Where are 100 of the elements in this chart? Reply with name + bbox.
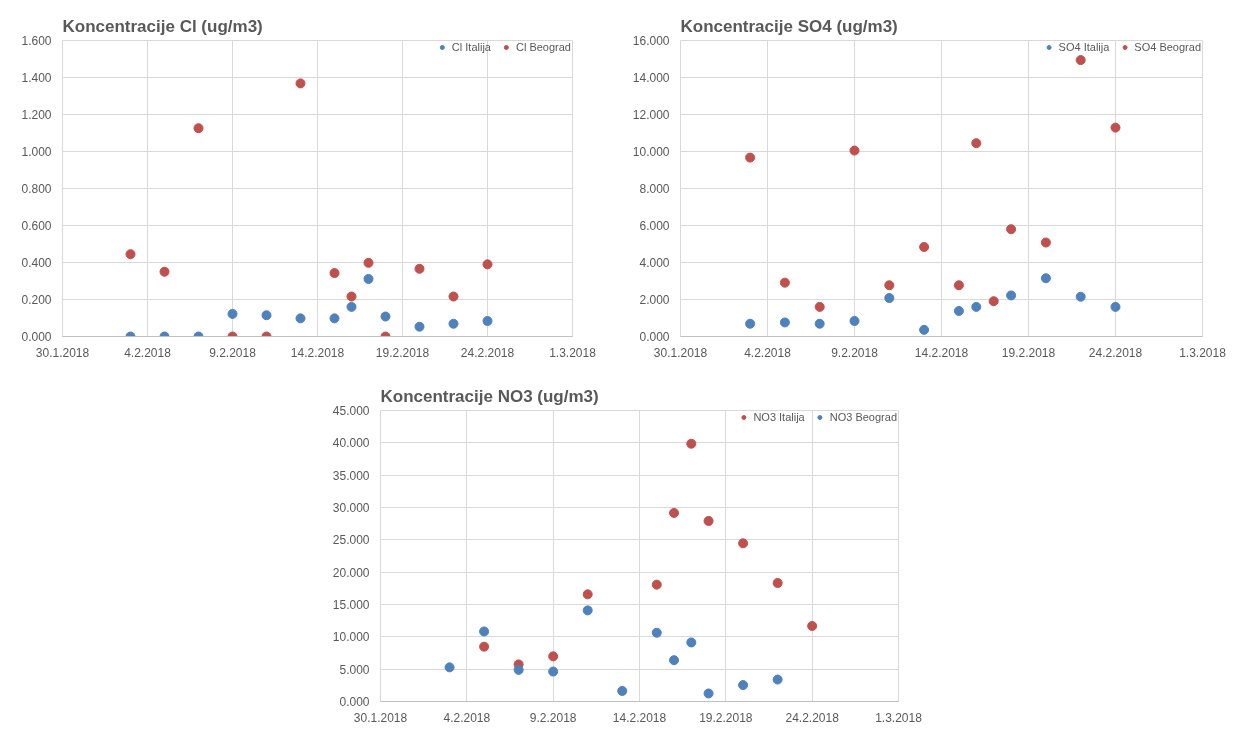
x-tick-label: 9.2.2018 [529,710,577,725]
point [779,317,790,328]
x-tick-label: 14.2.2018 [612,710,667,725]
legend-label: Cl Beograd [515,41,571,53]
y-tick-label: 40.000 [332,436,370,451]
point [380,311,391,322]
point [193,123,204,134]
point [448,291,459,302]
legend-label: NO3 Italija [753,411,805,423]
x-tick-label: 19.2.2018 [699,710,753,725]
point [482,259,493,270]
x-tick-label: 4.2.2018 [443,710,491,725]
point [125,249,136,260]
y-tick-label: 25.000 [332,533,370,548]
y-tick-label: 0.000 [639,330,670,344]
point [953,280,964,291]
legend-label: SO4 Beograd [1134,41,1201,53]
point [651,579,662,590]
y-tick-label: 0.600 [21,219,52,233]
point [814,301,825,312]
point [814,318,825,329]
y-tick-label: 30.000 [332,501,370,515]
y-tick-label: 12.000 [632,108,670,122]
y-tick-label: 5.000 [339,662,370,677]
x-tick-label: 30.1.2018 [353,710,408,725]
point [849,145,860,156]
y-tick-label: 0.000 [21,330,52,344]
point [1006,224,1017,235]
point [548,666,559,677]
point [159,266,170,277]
x-tick-label: 19.2.2018 [1001,345,1056,360]
y-tick-label: 1.200 [21,108,52,122]
x-tick-label: 1.3.2018 [1179,345,1227,360]
point [448,318,459,329]
point [444,662,455,673]
point [295,78,306,89]
point [738,680,749,691]
point [971,301,982,312]
chart-title: Koncentracije SO4 (ug/m3) [680,16,898,36]
y-tick-label: 0.800 [21,182,52,196]
point [295,313,306,324]
point [513,664,524,675]
point [988,296,999,307]
x-tick-label: 14.2.2018 [290,345,345,360]
point [1006,290,1017,301]
y-tick-label: 1.400 [21,71,52,85]
point [363,257,374,268]
point [884,280,895,291]
point [703,688,714,699]
y-tick-label: 8.000 [639,182,670,196]
y-tick-label: 10.000 [632,145,670,159]
point [227,308,238,319]
x-tick-label: 30.1.2018 [35,345,90,360]
x-tick-label: 14.2.2018 [914,345,969,360]
y-tick-label: 35.000 [332,468,370,483]
y-tick-label: 4.000 [639,256,670,270]
x-tick-label: 30.1.2018 [653,345,708,360]
point [651,627,662,638]
point [482,315,493,326]
y-tick-label: 2.000 [639,293,670,307]
point [414,263,425,274]
x-tick-label: 1.3.2018 [549,345,597,360]
point [414,321,425,332]
chart-title: Koncentracije NO3 (ug/m3) [380,386,599,406]
y-tick-label: 0.200 [21,293,52,307]
x-tick-label: 9.2.2018 [831,345,879,360]
point [346,301,357,312]
point [919,324,930,335]
x-tick-label: 4.2.2018 [124,345,172,360]
point [669,507,680,518]
point [548,651,559,662]
point [617,685,628,696]
x-tick-label: 24.2.2018 [785,710,840,725]
point [479,641,490,652]
y-tick-label: 15.000 [332,598,370,612]
x-tick-label: 24.2.2018 [1088,345,1143,360]
x-tick-label: 9.2.2018 [209,345,257,360]
chart-title: Koncentracije Cl (ug/m3) [62,16,263,36]
point [329,313,340,324]
point [363,273,374,284]
point [807,620,818,631]
point [849,315,860,326]
y-tick-label: 14.000 [632,71,670,85]
x-tick-label: 19.2.2018 [375,345,430,360]
point [479,626,490,637]
y-tick-label: 0.400 [21,256,52,270]
point [1110,301,1121,312]
point [772,577,783,588]
point [779,277,790,288]
y-tick-label: 1.000 [21,145,52,159]
point [582,589,593,600]
point [772,674,783,685]
point [329,268,340,279]
y-tick-label: 1.600 [21,34,52,48]
y-tick-label: 20.000 [332,565,370,580]
point [884,293,895,304]
y-tick-label: 6.000 [639,219,670,233]
point [745,318,756,329]
point [1040,273,1051,284]
y-tick-label: 16.000 [632,34,670,48]
